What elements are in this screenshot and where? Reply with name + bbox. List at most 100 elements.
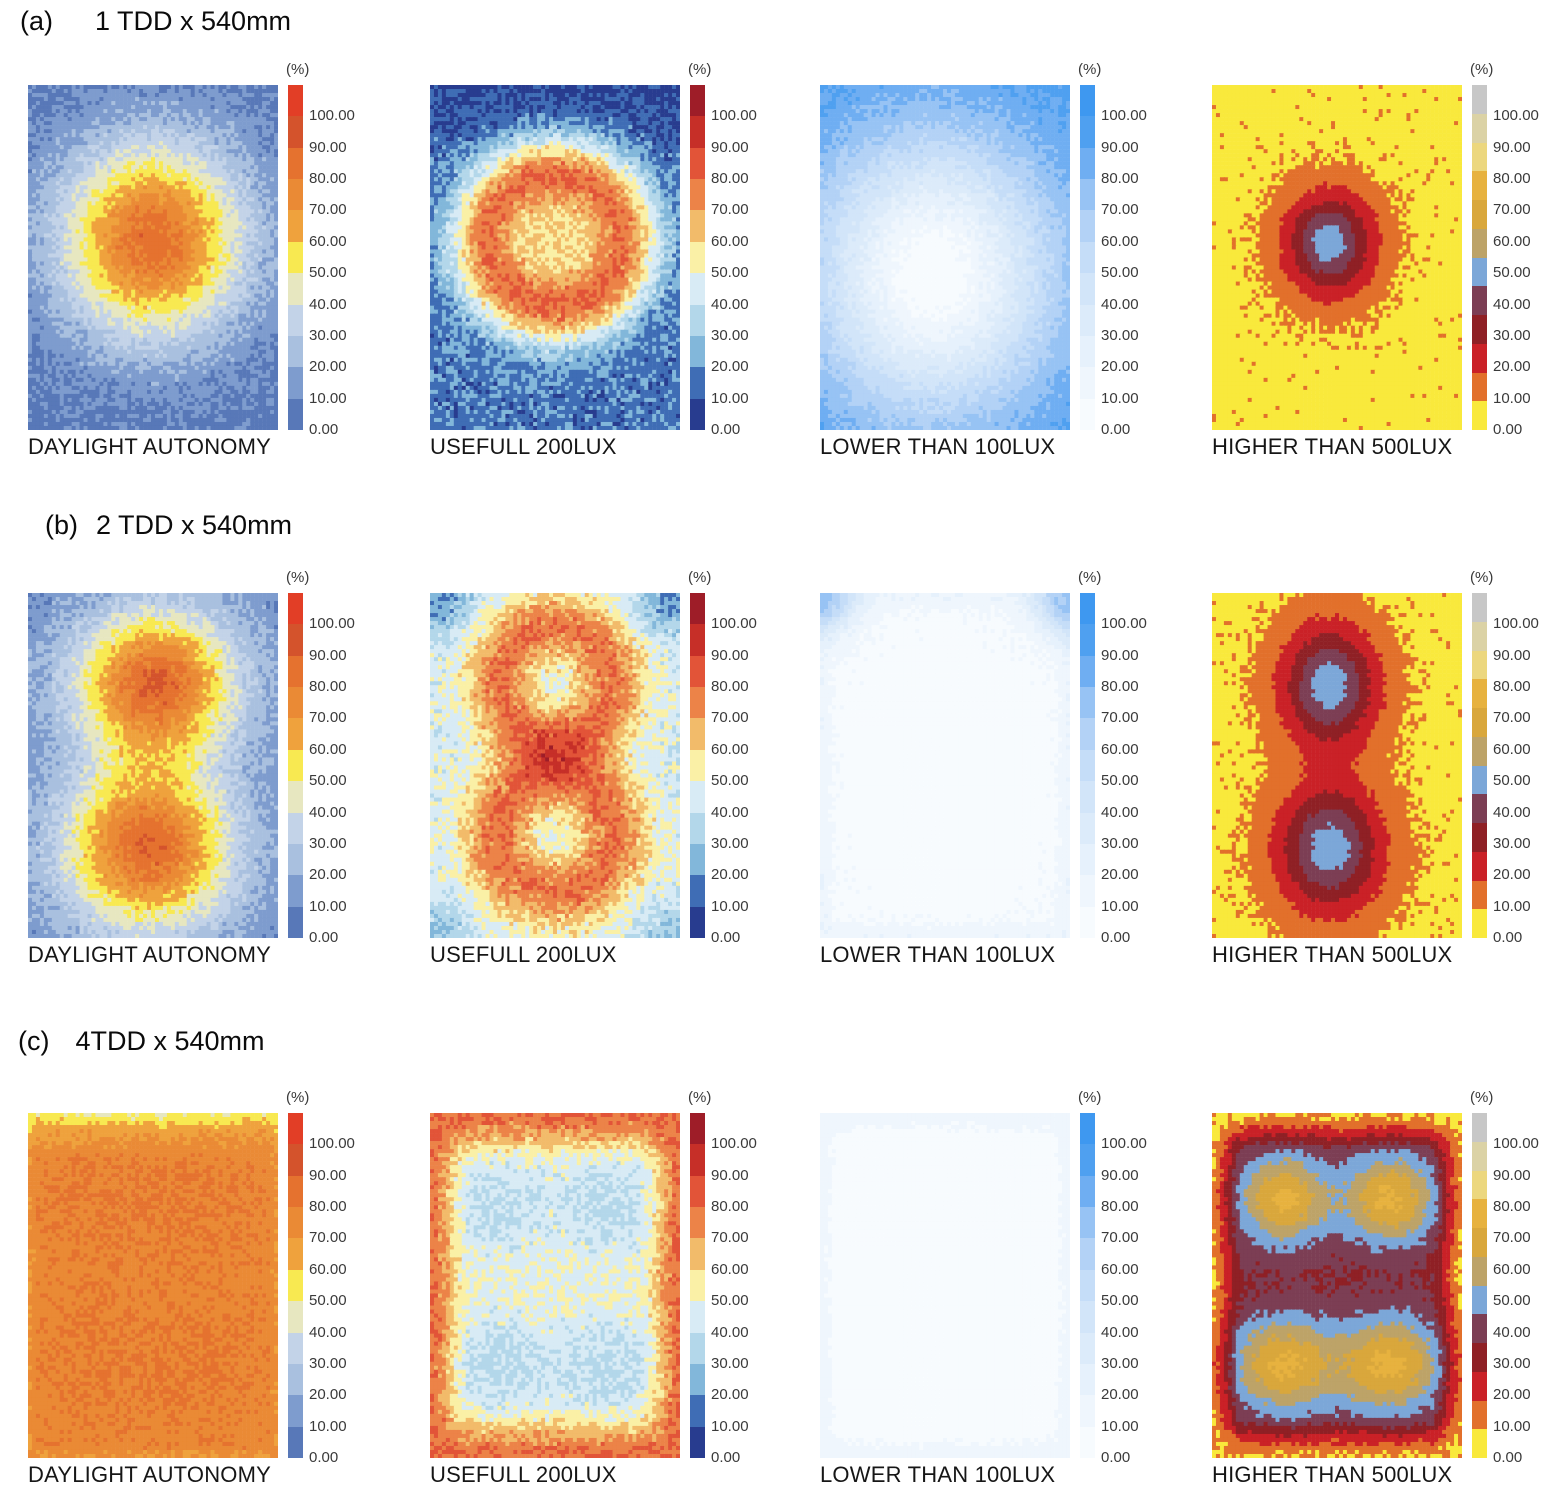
legend-color-segment xyxy=(1472,1228,1487,1257)
legend-color-segment xyxy=(1472,708,1487,737)
legend-tick-label: 60.00 xyxy=(1101,232,1139,250)
legend-tick-label: 30.00 xyxy=(1101,326,1139,344)
legend-colorbar xyxy=(288,1113,303,1458)
legend-tick-label: 10.00 xyxy=(309,1417,347,1435)
panel-lower-than-100lux-c: (%) 100.00 90.00 80.00 70.00 60.00 50.00 40.00 3… xyxy=(820,1089,1165,1498)
legend-tick-label: 70.00 xyxy=(1101,201,1139,219)
row-title-a: (a) 1 TDD x 540mm xyxy=(20,6,291,37)
legend-tick-label: 50.00 xyxy=(309,1292,347,1310)
legend-color-segment xyxy=(1080,1238,1095,1270)
legend-color-segment xyxy=(288,1426,303,1458)
legend-color-segment xyxy=(690,1238,705,1270)
legend: (%) 100.00 90.00 80.00 70.00 60.00 50.00 40.00 3… xyxy=(1470,61,1556,438)
legend-tick-label: 60.00 xyxy=(309,740,347,758)
legend-tick-label: 70.00 xyxy=(1493,1229,1531,1247)
legend-color-segment xyxy=(1080,749,1095,782)
legend-tick-label: 0.00 xyxy=(1493,929,1523,946)
legend-tick-label: 90.00 xyxy=(1493,646,1531,664)
legend-tick-label: 10.00 xyxy=(1101,897,1139,915)
legend-tick-label: 60.00 xyxy=(309,1260,347,1278)
legend-tick-label: 100.00 xyxy=(711,107,757,125)
legend-unit-label: (%) xyxy=(1470,1089,1494,1106)
legend-color-segment xyxy=(690,781,705,813)
legend-color-segment xyxy=(1080,241,1095,274)
legend-color-segment xyxy=(1472,1199,1487,1228)
legend-tick-label: 70.00 xyxy=(1101,709,1139,727)
heatmap-canvas xyxy=(820,1113,1070,1458)
legend-color-segment xyxy=(1472,1343,1487,1372)
legend-color-segment xyxy=(1472,823,1487,852)
legend-tick-label: 30.00 xyxy=(1493,326,1531,344)
legend-color-segment xyxy=(1472,343,1487,373)
legend-color-segment xyxy=(1080,718,1095,750)
legend-tick-label: 80.00 xyxy=(309,1198,347,1216)
legend-color-segment xyxy=(1080,335,1095,368)
legend-color-segment xyxy=(690,1363,705,1396)
legend-color-segment xyxy=(1080,781,1095,813)
legend-color-segment xyxy=(288,655,303,688)
legend-tick-label: 70.00 xyxy=(1493,709,1531,727)
legend-tick-label: 70.00 xyxy=(711,1229,749,1247)
legend-unit-label: (%) xyxy=(286,569,310,586)
legend-tick-label: 100.00 xyxy=(711,615,757,633)
legend-tick-label: 80.00 xyxy=(309,170,347,188)
legend-tick-label: 50.00 xyxy=(711,772,749,790)
row-title-text: 1 TDD x 540mm xyxy=(95,6,292,36)
panel-caption: LOWER THAN 100LUX xyxy=(820,434,1056,459)
panel-lower-than-100lux-b: (%) 100.00 90.00 80.00 70.00 60.00 50.00 40.00 3… xyxy=(820,569,1165,978)
legend-colorbar xyxy=(690,85,705,430)
legend-tick-label: 10.00 xyxy=(1101,1417,1139,1435)
panel-higher-than-500lux-b: (%) 100.00 90.00 80.00 70.00 60.00 50.00 40.00 3… xyxy=(1212,569,1557,978)
legend-color-segment xyxy=(288,1144,303,1176)
legend-color-segment xyxy=(1472,593,1487,622)
legend-color-segment xyxy=(690,273,705,305)
legend-color-segment xyxy=(690,812,705,844)
heatmap-canvas xyxy=(1212,593,1462,938)
legend-color-segment xyxy=(1080,875,1095,907)
heatmap-canvas xyxy=(430,1113,680,1458)
legend-color-segment xyxy=(690,1144,705,1176)
legend-tick-label: 50.00 xyxy=(1101,1292,1139,1310)
legend-tick-label: 90.00 xyxy=(711,1166,749,1184)
legend-color-segment xyxy=(690,1395,705,1427)
panel-caption: DAYLIGHT AUTONOMY xyxy=(28,434,272,459)
legend-color-segment xyxy=(1472,621,1487,651)
legend-color-segment xyxy=(690,875,705,907)
legend-tick-label: 60.00 xyxy=(1493,740,1531,758)
legend-color-segment xyxy=(1472,1141,1487,1171)
legend-tick-label: 40.00 xyxy=(1493,295,1531,313)
legend-tick-label: 70.00 xyxy=(711,201,749,219)
legend-color-segment xyxy=(1080,1144,1095,1176)
legend-tick-label: 0.00 xyxy=(309,929,339,946)
legend-tick-label: 10.00 xyxy=(711,1417,749,1435)
legend-color-segment xyxy=(1080,624,1095,656)
legend: (%) 100.00 90.00 80.00 70.00 60.00 50.00 40.00 3… xyxy=(1078,1089,1164,1466)
legend-tick-label: 10.00 xyxy=(711,389,749,407)
legend-tick-label: 20.00 xyxy=(1493,1386,1531,1404)
legend-color-segment xyxy=(690,906,705,938)
legend-color-segment xyxy=(288,398,303,430)
legend-color-segment xyxy=(288,116,303,148)
heatmap-canvas xyxy=(28,1113,278,1458)
legend-tick-label: 80.00 xyxy=(711,170,749,188)
heatmap-canvas xyxy=(28,593,278,938)
row-title-c: (c) 4TDD x 540mm xyxy=(18,1026,265,1057)
legend-color-segment xyxy=(288,906,303,938)
legend-color-segment xyxy=(1080,210,1095,242)
legend-color-segment xyxy=(690,1426,705,1458)
legend-color-segment xyxy=(1080,843,1095,876)
legend-tick-label: 100.00 xyxy=(1101,107,1147,125)
legend-tick-label: 30.00 xyxy=(309,834,347,852)
legend-color-segment xyxy=(690,1301,705,1333)
legend-color-segment xyxy=(288,85,303,117)
panel-usefull-200lux-a: (%) 100.00 90.00 80.00 70.00 60.00 50.00 40.00 3… xyxy=(430,61,775,470)
legend-tick-label: 60.00 xyxy=(1101,1260,1139,1278)
legend-color-segment xyxy=(288,624,303,656)
legend-tick-label: 20.00 xyxy=(1101,1386,1139,1404)
legend-color-segment xyxy=(690,210,705,242)
legend-color-segment xyxy=(1472,765,1487,795)
heatmap-canvas xyxy=(820,593,1070,938)
legend-color-segment xyxy=(288,1207,303,1239)
legend-unit-label: (%) xyxy=(688,569,712,586)
legend-color-segment xyxy=(1472,880,1487,910)
